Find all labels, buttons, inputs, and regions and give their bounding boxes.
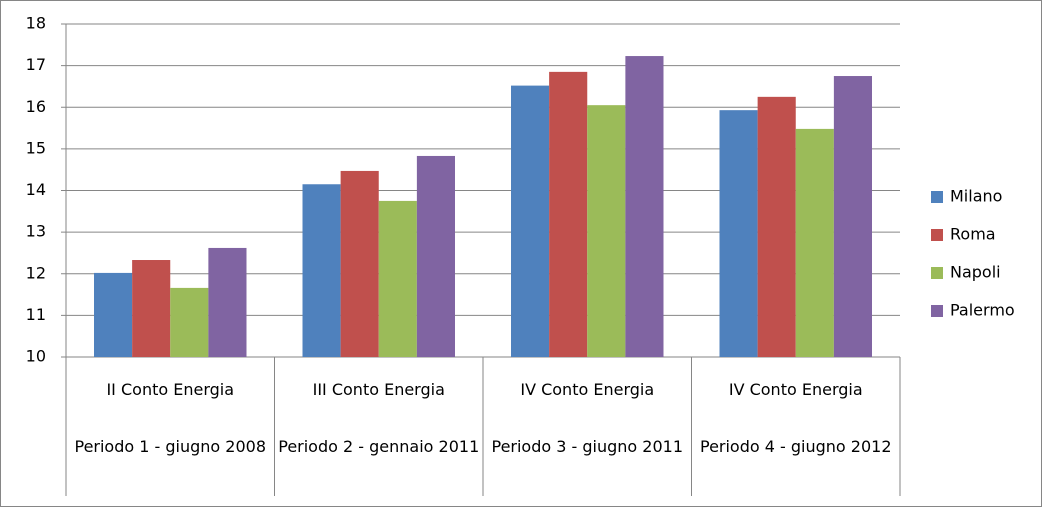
category-group-label: III Conto Energia: [312, 380, 445, 399]
y-tick-label: 16: [26, 97, 46, 116]
bar: [833, 76, 872, 357]
category-group-label: IV Conto Energia: [520, 380, 655, 399]
y-tick-label: 15: [26, 138, 46, 157]
category-group-label: IV Conto Energia: [728, 380, 863, 399]
legend-label: Palermo: [950, 301, 1015, 320]
bar: [378, 200, 417, 357]
legend-swatch: [931, 229, 943, 241]
bar: [302, 184, 341, 357]
x-tick-label: Periodo 1 - giugno 2008: [74, 437, 267, 456]
category-group-label: II Conto Energia: [106, 380, 235, 399]
x-tick-label: Periodo 3 - giugno 2011: [491, 437, 684, 456]
y-tick-label: 18: [26, 14, 46, 33]
bar: [757, 96, 796, 357]
bar: [587, 105, 626, 357]
y-tick-label: 12: [26, 263, 46, 282]
y-tick-label: 11: [26, 305, 46, 324]
bar: [549, 71, 588, 358]
bar: [795, 128, 834, 357]
bar: [416, 155, 455, 357]
bar: [625, 56, 664, 358]
bar: [132, 260, 171, 357]
legend-label: Napoli: [950, 263, 1001, 282]
bar: [208, 247, 247, 357]
y-tick-label: 10: [26, 347, 46, 366]
y-tick-label: 17: [26, 55, 46, 74]
legend-swatch: [931, 305, 943, 317]
legend-swatch: [931, 191, 943, 203]
bar: [170, 287, 209, 357]
y-tick-label: 13: [26, 222, 46, 241]
x-tick-label: Periodo 2 - gennaio 2011: [278, 437, 480, 456]
bar: [511, 85, 550, 357]
legend-swatch: [931, 267, 943, 279]
bar: [719, 110, 758, 357]
x-tick-label: Periodo 4 - giugno 2012: [699, 437, 892, 456]
legend-label: Milano: [950, 187, 1002, 206]
bar: [340, 170, 379, 357]
y-tick-label: 14: [26, 180, 46, 199]
legend-label: Roma: [950, 225, 996, 244]
bar: [94, 272, 133, 357]
